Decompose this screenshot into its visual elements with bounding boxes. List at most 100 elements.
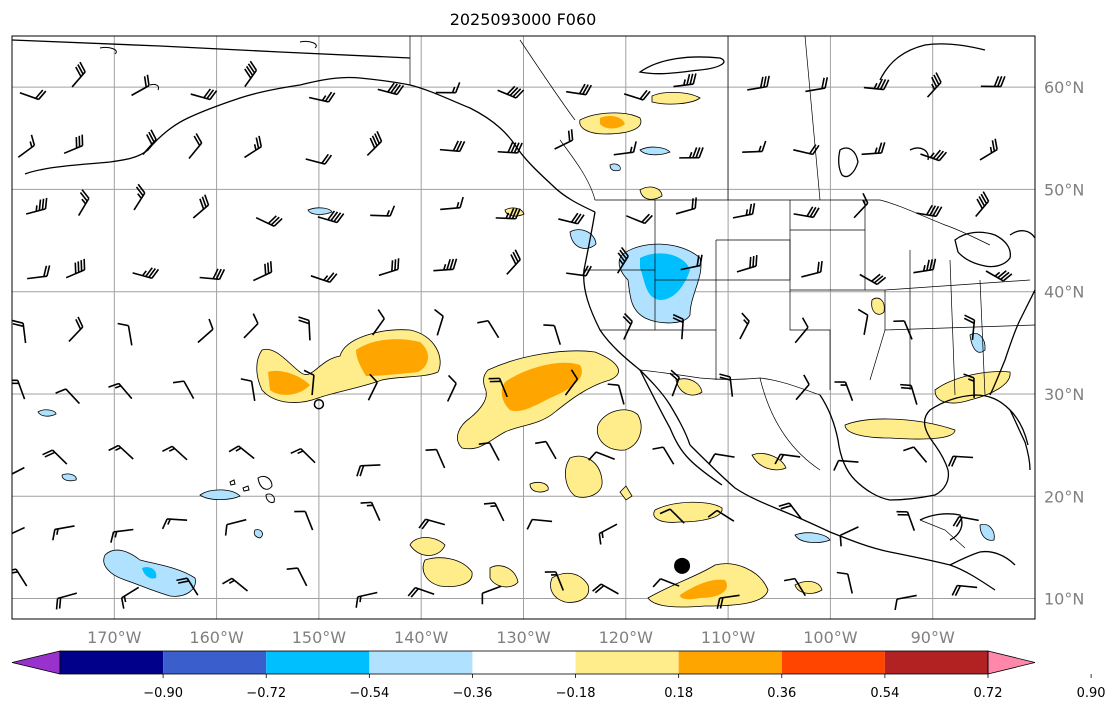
wind-barb (623, 89, 651, 101)
aleutian-island (149, 83, 159, 91)
wind-barb (588, 451, 615, 461)
wind-barb (162, 445, 188, 461)
contour-positive (653, 501, 723, 523)
wind-barbs (12, 60, 1013, 611)
wind-barb (526, 518, 553, 530)
alaska-coastline (24, 76, 411, 175)
lake-outlines (638, 43, 1035, 268)
wind-barb (222, 577, 249, 592)
contour-negative (794, 532, 831, 543)
wind-barb (853, 192, 869, 219)
wind-barb (863, 78, 890, 91)
wind-barb (497, 85, 525, 99)
wind-barb (742, 140, 767, 154)
wind-barb (673, 73, 697, 88)
wind-barb (836, 571, 854, 594)
longitude-label: 110°W (701, 628, 756, 647)
contour-positive-inner (501, 362, 582, 412)
wind-barb (317, 210, 345, 224)
wind-barb (675, 197, 697, 215)
wind-barb (566, 265, 592, 277)
colorbar-tick-label: 0.18 (664, 686, 693, 701)
wind-barb (367, 373, 378, 401)
colorbar-extend-max (987, 650, 1036, 675)
wind-barb (622, 313, 633, 340)
wind-barb (857, 308, 869, 335)
wind-barb (55, 592, 78, 610)
wind-barb (12, 466, 25, 475)
open-circle-marker (313, 398, 325, 410)
wind-barb (839, 526, 859, 547)
wind-barb (108, 444, 134, 460)
wind-barb (42, 449, 68, 465)
wind-barb (188, 133, 203, 160)
wind-barb (719, 373, 734, 397)
wind-barb (732, 203, 756, 219)
colorbar-segment (369, 651, 473, 674)
wind-barb (377, 82, 405, 96)
wind-barb (17, 134, 36, 158)
longitude-label: 140°W (394, 628, 449, 647)
contour-positive (651, 92, 701, 105)
contour-positive (596, 409, 642, 451)
wind-barb (951, 584, 978, 597)
wind-barb (980, 75, 1006, 88)
wind-barb (506, 249, 521, 275)
canada-province-border (559, 139, 596, 201)
wind-barb (117, 322, 133, 346)
filled-circle-marker (674, 557, 691, 574)
wind-barb (378, 258, 400, 277)
wind-barb (488, 377, 508, 398)
wind-barb (433, 258, 458, 272)
wind-barb (913, 258, 937, 274)
alaska-north-coast (12, 39, 411, 59)
wind-barb (607, 383, 625, 405)
wind-barb (120, 586, 140, 609)
wind-barb (366, 130, 383, 157)
wind-barb (963, 373, 975, 398)
wind-barb (253, 261, 273, 282)
wind-barb (294, 510, 314, 531)
wind-barb (481, 585, 502, 605)
gulf-coast (819, 394, 1029, 501)
wind-barb (747, 75, 770, 91)
latitude-labels: 10°N 20°N 30°N 40°N 50°N 60°N (1044, 78, 1084, 608)
east-coast (989, 289, 1035, 396)
wind-barb (554, 129, 574, 150)
wind-barb (652, 578, 680, 588)
wind-barb (926, 72, 942, 98)
wind-barb (736, 255, 758, 273)
contour-positive (409, 537, 446, 556)
colorbar-segment (781, 651, 885, 674)
wind-barb (25, 197, 48, 215)
longitude-label: 160°W (189, 628, 244, 647)
latitude-label: 50°N (1044, 180, 1084, 199)
wind-barb (979, 138, 998, 161)
wind-barb (176, 577, 199, 596)
wind-barb (370, 205, 396, 217)
wind-barb (371, 309, 385, 336)
wind-barb (783, 577, 807, 597)
wind-barb (544, 571, 565, 591)
longitude-label: 150°W (292, 628, 347, 647)
contour-negative (979, 523, 995, 541)
political-borders (409, 36, 1035, 549)
wind-barb (197, 318, 214, 344)
wind-barb (55, 388, 81, 405)
colorbar: −0.90 −0.72 −0.54 −0.36 −0.18 0.18 0.36 0.54 0.7… (11, 650, 1105, 701)
wind-barb (894, 594, 917, 611)
colorbar-tick-label: −0.18 (556, 686, 596, 701)
longitude-labels: 170°W 160°W 150°W 140°W 130°W 120°W 110°W 100°W… (87, 628, 955, 647)
colorbar-tick-label: −0.72 (246, 686, 286, 701)
us-state-border (789, 200, 831, 390)
contour-positive (639, 186, 663, 200)
yucatan-coastline (919, 513, 963, 541)
hawaii-island (265, 493, 275, 503)
wind-barb (947, 455, 974, 467)
wind-barb (133, 183, 146, 211)
wind-barb (708, 453, 735, 464)
wind-barb (12, 319, 27, 344)
colorbar-tick-label: −0.90 (143, 686, 183, 701)
wind-barb (497, 142, 523, 154)
contour-positive-inner (268, 339, 429, 395)
